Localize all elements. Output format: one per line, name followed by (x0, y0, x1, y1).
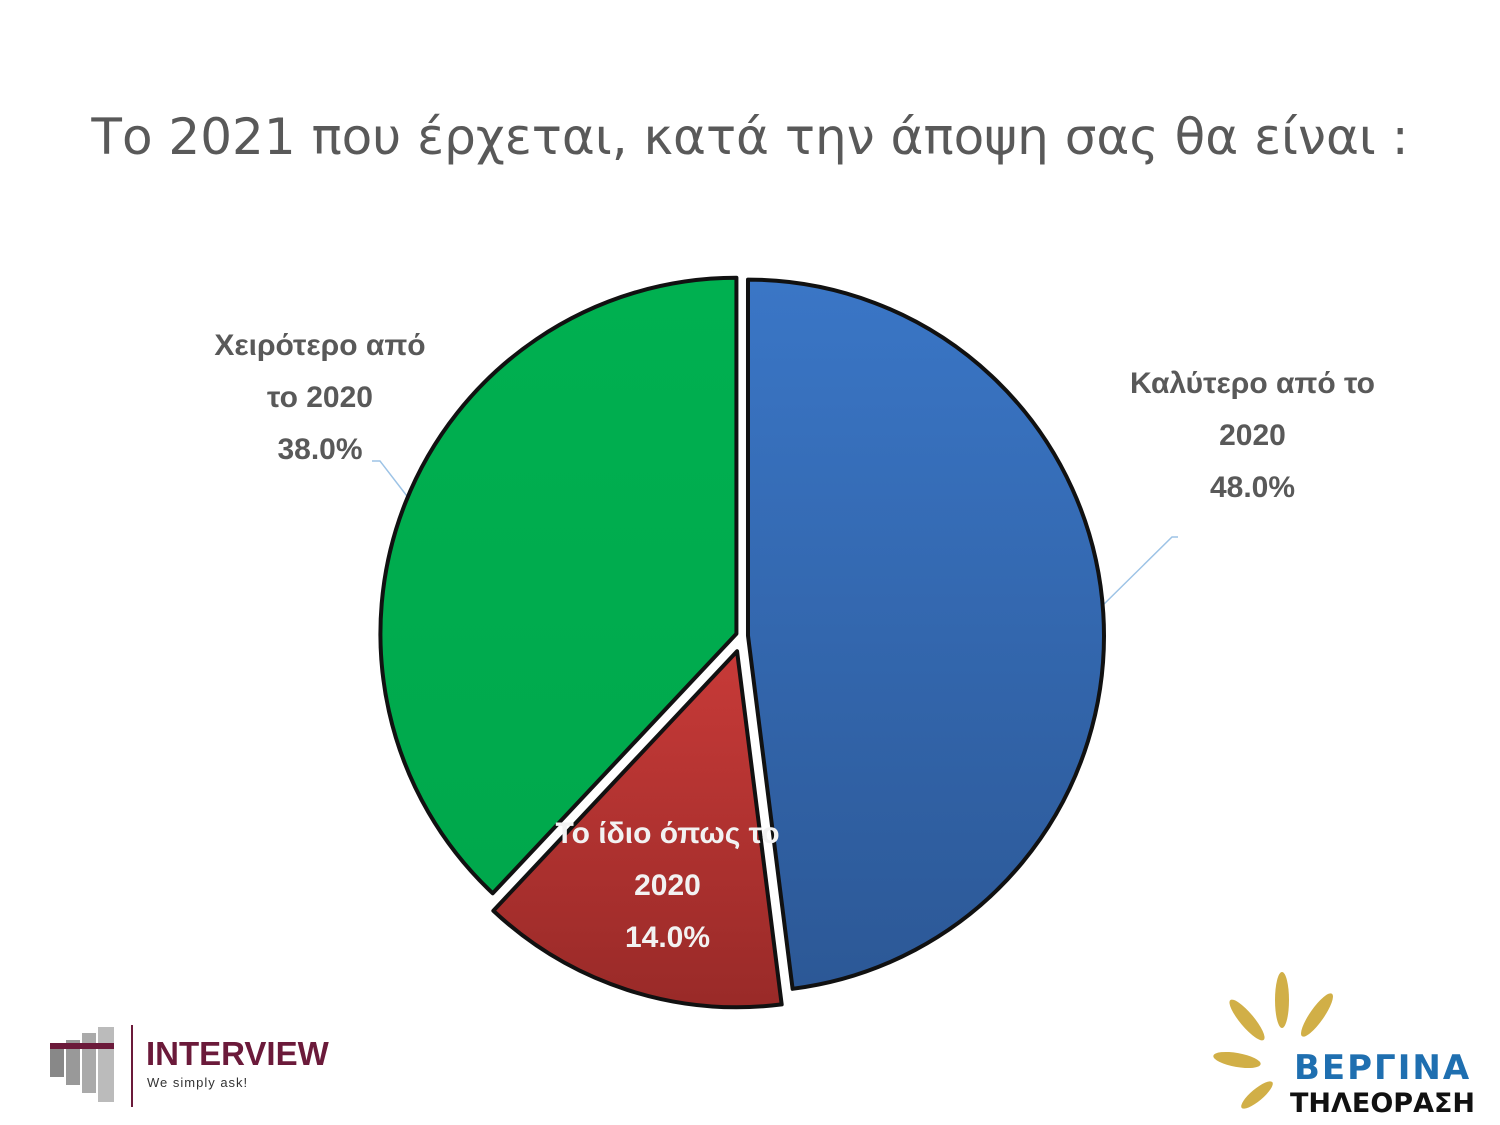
logo-icon (50, 1025, 133, 1107)
pie-slice (745, 277, 1106, 991)
pie-slice (491, 649, 784, 1010)
data-label: Το ίδιο όπως το 2020 14.0% (525, 808, 810, 964)
category-label: Καλύτερο από το 2020 (1130, 367, 1375, 452)
category-label: Το ίδιο όπως το 2020 (555, 817, 780, 902)
data-label: Καλύτερο από το 2020 48.0% (1130, 358, 1375, 514)
chart-title: Το 2021 που έρχεται, κατά την άποψη σας … (91, 108, 1409, 166)
leader-line (372, 460, 411, 501)
interview-logo: INTERVIEW We simply ask! (46, 1025, 376, 1110)
pie-slice (378, 275, 739, 896)
value-label: 14.0% (624, 921, 711, 954)
sun-icon (1213, 972, 1333, 1109)
value-label: 48.0% (1209, 471, 1296, 504)
category-label: Χειρότερο από το 2020 (214, 329, 426, 414)
leader-line (1097, 536, 1178, 611)
value-label: 38.0% (277, 433, 363, 466)
logo-text: ΒΕΡΓΙΝΑ (1294, 1048, 1472, 1088)
vergina-logo: ΒΕΡΓΙΝΑ ΤΗΛΕΟΡΑΣΗ (1212, 970, 1497, 1120)
logo-text: INTERVIEW (146, 1035, 329, 1072)
logo-tagline: We simply ask! (147, 1075, 249, 1090)
data-label: Χειρότερο από το 2020 38.0% (205, 320, 435, 476)
logo-subtext: ΤΗΛΕΟΡΑΣΗ (1290, 1088, 1476, 1119)
